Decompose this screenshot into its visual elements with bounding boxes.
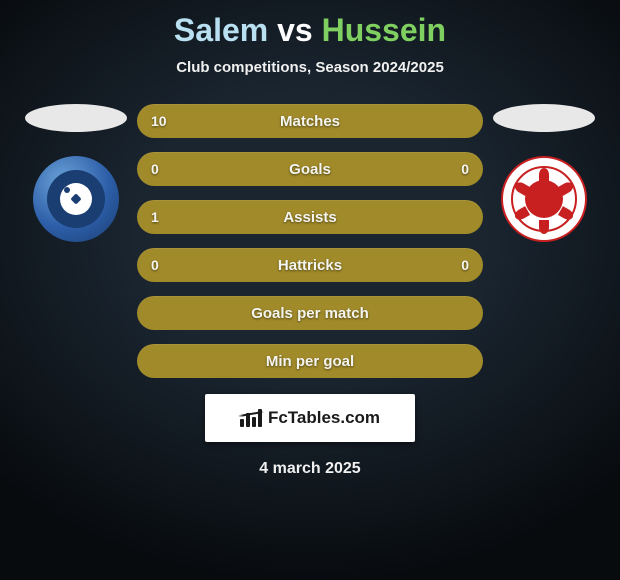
stat-label: Matches xyxy=(280,113,340,130)
footer-date: 4 march 2025 xyxy=(259,460,360,478)
brand-text: FcTables.com xyxy=(268,408,380,428)
stat-bars: 10 Matches 0 Goals 0 1 Assists 0 Hattric… xyxy=(137,104,483,378)
stat-right-value: 0 xyxy=(461,257,469,273)
brand-chart-icon xyxy=(240,409,262,427)
stat-left-value: 10 xyxy=(151,113,167,129)
stat-left-value: 0 xyxy=(151,161,159,177)
middle-row: 10 Matches 0 Goals 0 1 Assists 0 Hattric… xyxy=(0,104,620,378)
stat-left-value: 1 xyxy=(151,209,159,225)
stat-row-matches: 10 Matches xyxy=(137,104,483,138)
page-title: Salem vs Hussein xyxy=(174,12,446,49)
right-side xyxy=(489,104,599,242)
stat-row-goals: 0 Goals 0 xyxy=(137,152,483,186)
title-player2: Hussein xyxy=(322,12,446,48)
stat-left-value: 0 xyxy=(151,257,159,273)
subtitle: Club competitions, Season 2024/2025 xyxy=(176,59,444,76)
stat-row-min-per-goal: Min per goal xyxy=(137,344,483,378)
player1-photo-placeholder xyxy=(25,104,127,132)
stat-label: Hattricks xyxy=(278,257,342,274)
stat-right-value: 0 xyxy=(461,161,469,177)
stat-label: Goals per match xyxy=(251,305,369,322)
player2-photo-placeholder xyxy=(493,104,595,132)
stat-label: Assists xyxy=(283,209,336,226)
club-crest-left xyxy=(33,156,119,242)
left-side xyxy=(21,104,131,242)
title-player1: Salem xyxy=(174,12,268,48)
title-vs: vs xyxy=(277,12,313,48)
stat-label: Min per goal xyxy=(266,353,354,370)
stat-row-hattricks: 0 Hattricks 0 xyxy=(137,248,483,282)
brand-badge[interactable]: FcTables.com xyxy=(205,394,415,442)
stat-row-goals-per-match: Goals per match xyxy=(137,296,483,330)
club-crest-right xyxy=(501,156,587,242)
stat-row-assists: 1 Assists xyxy=(137,200,483,234)
content-root: Salem vs Hussein Club competitions, Seas… xyxy=(0,0,620,580)
stat-label: Goals xyxy=(289,161,331,178)
